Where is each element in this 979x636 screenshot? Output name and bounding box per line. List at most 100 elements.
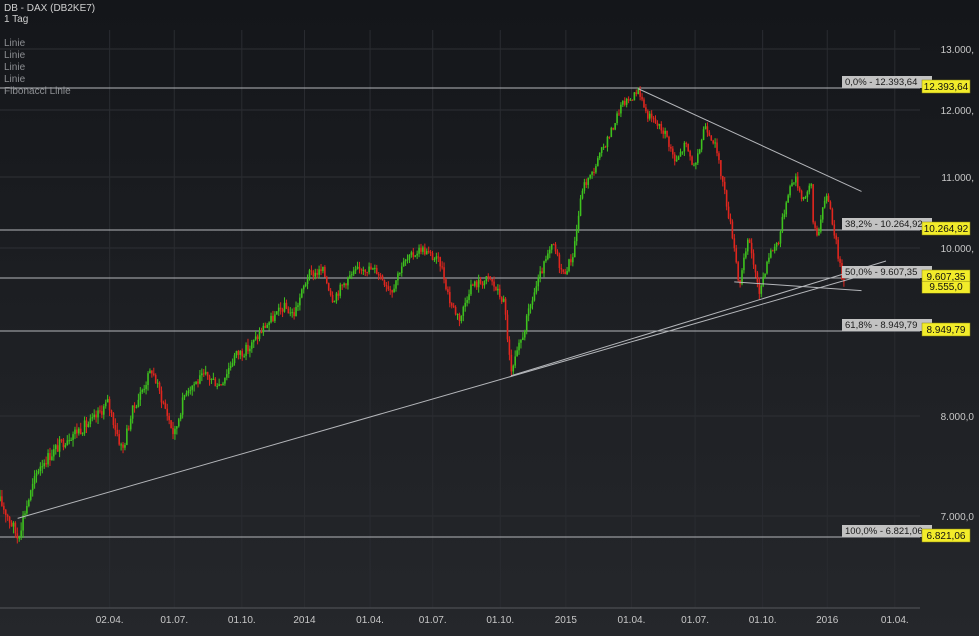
candle-body <box>39 466 42 471</box>
candle-body <box>302 286 305 290</box>
candle-body <box>152 373 155 376</box>
candle-body <box>460 315 463 322</box>
candle-body <box>243 355 245 357</box>
candle-body <box>737 262 739 280</box>
candle-body <box>548 249 551 254</box>
candle-body <box>318 269 320 275</box>
price-badge <box>921 221 971 236</box>
candle-body <box>514 356 516 366</box>
candle-body <box>389 289 392 291</box>
candle-body <box>556 251 559 255</box>
price-badge-label: 10.264,92 <box>924 224 969 235</box>
candle-body <box>118 434 120 445</box>
candle-body <box>439 257 442 267</box>
candle-body <box>537 277 540 287</box>
x-tick-label: 01.04. <box>881 615 909 626</box>
candle-body <box>197 381 199 384</box>
fibonacci-label: 0,0% - 12.393,64 <box>845 77 917 88</box>
candle-body <box>233 355 236 364</box>
candle-body <box>60 439 63 441</box>
candle-body <box>770 250 772 258</box>
candle-body <box>358 266 361 269</box>
candle-body <box>129 418 132 430</box>
candle-body <box>670 146 672 149</box>
legend-item-line[interactable]: Linie <box>4 50 26 61</box>
candle-body <box>12 522 15 527</box>
candle-body <box>573 241 576 258</box>
candle-body <box>212 378 215 380</box>
candle-body <box>539 271 541 278</box>
candle-body <box>793 182 795 184</box>
candle-body <box>8 516 11 523</box>
candle-body <box>325 276 328 284</box>
candle-body <box>70 439 72 441</box>
candle-body <box>531 300 534 305</box>
candle-body <box>827 195 830 202</box>
candle-body <box>543 261 545 274</box>
x-tick-label: 01.04. <box>356 615 384 626</box>
trendline <box>17 268 887 519</box>
candle-body <box>289 312 292 314</box>
fibonacci-label-box <box>842 319 932 331</box>
candle-body <box>410 252 413 255</box>
candle-body <box>331 294 334 303</box>
candle-body <box>166 408 169 416</box>
candle-body <box>310 270 313 272</box>
candle-body <box>24 513 26 516</box>
x-tick-label: 01.04. <box>618 615 646 626</box>
candle-body <box>508 339 511 355</box>
candle-body <box>247 344 249 352</box>
candle-body <box>712 140 714 144</box>
candle-body <box>525 315 528 331</box>
legend-item-line[interactable]: Linie <box>4 62 26 73</box>
candle-body <box>406 259 409 261</box>
candle-body <box>16 533 19 539</box>
candle-body <box>452 305 455 308</box>
legend-item-line[interactable]: Linie <box>4 74 26 85</box>
candle-body <box>689 151 691 157</box>
y-tick-label: 13.000, <box>941 45 974 56</box>
candle-body <box>787 195 789 203</box>
candle-body <box>97 410 99 418</box>
candle-body <box>425 251 428 255</box>
candle-body <box>518 342 520 351</box>
legend-item-line[interactable]: Linie <box>4 38 26 49</box>
candle-body <box>1 496 3 506</box>
instrument-title: DB - DAX (DB2KE7) <box>4 3 95 14</box>
candle-body <box>639 89 641 97</box>
candle-body <box>375 267 378 275</box>
legend-item-fibonacci[interactable]: Fibonacci Linie <box>4 86 71 97</box>
candle-body <box>64 445 67 448</box>
candle-body <box>520 339 522 343</box>
candle-body <box>285 302 288 309</box>
candle-body <box>424 247 426 255</box>
candle-body <box>468 294 470 301</box>
candle-body <box>570 259 572 263</box>
candle-body <box>3 505 5 510</box>
candle-body <box>414 255 417 257</box>
candle-body <box>35 473 38 476</box>
candle-body <box>399 272 401 274</box>
candle-body <box>324 266 326 277</box>
candle-body <box>760 285 763 294</box>
candle-body <box>49 453 51 461</box>
candle-body <box>304 284 307 287</box>
candle-body <box>523 330 526 338</box>
candle-body <box>135 407 138 409</box>
candle-body <box>391 290 393 293</box>
candle-body <box>664 130 666 134</box>
candle-body <box>645 107 647 112</box>
candle-body <box>564 271 566 274</box>
candle-body <box>85 420 88 428</box>
candle-body <box>493 281 495 287</box>
candle-body <box>141 389 144 393</box>
candle-body <box>700 139 703 150</box>
candle-body <box>222 383 224 386</box>
candle-body <box>789 186 791 196</box>
candle-body <box>595 166 597 173</box>
x-tick-label: 01.10. <box>228 615 256 626</box>
candle-body <box>766 261 768 274</box>
candle-body <box>81 433 84 435</box>
